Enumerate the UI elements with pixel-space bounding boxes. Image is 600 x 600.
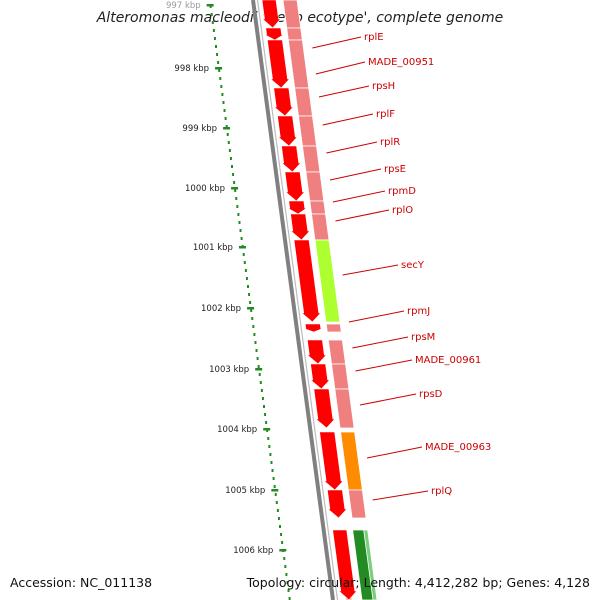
gene-arrow-rpsE	[284, 171, 306, 202]
gene-label: MADE_00961	[415, 355, 481, 366]
cog-block-next-green-light	[363, 529, 378, 600]
cog-block-secY	[314, 239, 341, 323]
gene-arrow-rpmJ	[303, 323, 323, 333]
scale-tick	[279, 549, 287, 552]
gene-arrow-rpsH	[273, 87, 294, 117]
gene-label: rplE	[364, 32, 384, 43]
cog-block-rplE	[286, 27, 303, 41]
cog-block-MADE_00951	[287, 39, 310, 89]
map-title: Alteromonas macleodii 'Deep ecotype', co…	[96, 10, 504, 26]
cog-block-MADE_00963	[340, 431, 363, 491]
scale-label: 999 kbp	[182, 124, 217, 134]
cog-block-rplO	[311, 213, 330, 241]
gene-label: rplQ	[431, 486, 452, 497]
cog-block-next-green	[352, 529, 376, 600]
scale-tick	[215, 67, 223, 70]
cog-block-rpmD	[309, 200, 326, 215]
gene-label: rplO	[392, 205, 413, 216]
cog-block-rpsM	[327, 339, 346, 365]
scale-tick	[271, 489, 279, 492]
gene-label: rpsH	[372, 81, 395, 92]
topology-text: Topology: circular; Length: 4,412,282 bp…	[246, 575, 590, 590]
gene-label: rpsD	[419, 389, 443, 400]
gene-label: rpsM	[411, 332, 435, 343]
gene-label: rpmD	[388, 186, 416, 197]
gene-arrow-rpsM	[306, 339, 328, 365]
scale-label: 998 kbp	[174, 64, 209, 74]
scale-label: 1000 kbp	[185, 184, 225, 194]
cog-block-prev	[282, 0, 302, 29]
scale-tick	[263, 428, 271, 431]
gene-labels: rplE MADE_00951 rpsH rplF rplR rpsE rpmD rplO se…	[312, 32, 491, 501]
scale-label: 1002 kbp	[201, 304, 241, 314]
scale-label: 1003 kbp	[209, 365, 249, 375]
gene-label: secY	[401, 260, 425, 271]
gene-label: rpsE	[384, 164, 406, 175]
cog-block-rpsH	[294, 87, 313, 117]
gene-arrow-rpsD	[313, 388, 336, 429]
gene-label: MADE_00951	[368, 57, 434, 68]
gene-arrow-MADE_00961	[309, 363, 331, 390]
scale-tick	[223, 127, 231, 130]
cog-block-rpmJ	[325, 323, 342, 333]
gene-arrow-rplE	[264, 27, 285, 41]
gene-arrow-rplF	[277, 115, 298, 147]
cog-block-rplQ	[347, 489, 367, 519]
gene-arrow-rplQ	[326, 489, 348, 519]
cog-block-rplF	[298, 115, 317, 147]
gene-arrow-rplR	[280, 145, 302, 173]
cog-track	[282, 0, 378, 600]
cog-block-MADE_00961	[331, 363, 350, 390]
gene-label: rpmJ	[407, 306, 430, 317]
gene-label: rplR	[380, 137, 400, 148]
gene-arrow-MADE_00951	[266, 39, 291, 89]
gene-track	[261, 0, 358, 600]
gene-label: rplF	[376, 109, 395, 120]
scale-label: 1005 kbp	[225, 486, 265, 496]
scale-tick	[238, 246, 246, 249]
gene-arrow-MADE_00963	[319, 431, 344, 491]
genome-backbone	[251, 0, 339, 600]
scale-label: 1004 kbp	[217, 425, 257, 435]
scale-tick	[206, 4, 214, 7]
scale-tick	[255, 368, 263, 371]
scale-label: 1001 kbp	[193, 243, 233, 253]
scale-tick	[247, 307, 255, 310]
gene-label: MADE_00963	[425, 442, 491, 453]
scale-label: 997 kbp	[166, 1, 201, 11]
gene-arrow-rpmD	[286, 200, 308, 215]
cog-block-rpsE	[305, 171, 325, 202]
cog-block-rpsD	[334, 388, 355, 429]
scale-tick	[231, 187, 239, 190]
gene-arrow-prev	[261, 0, 282, 29]
scale-label: 1006 kbp	[233, 546, 273, 556]
accession-text: Accession: NC_011138	[10, 575, 153, 590]
gene-arrow-next	[332, 529, 358, 600]
gene-arrow-rplO	[289, 213, 311, 241]
scale-ticks: 997 kbp 998 kbp 999 kbp 1000 kbp 1001 kbp 100…	[166, 1, 287, 556]
cog-block-rplR	[302, 145, 321, 173]
gene-arrow-secY	[293, 239, 322, 323]
